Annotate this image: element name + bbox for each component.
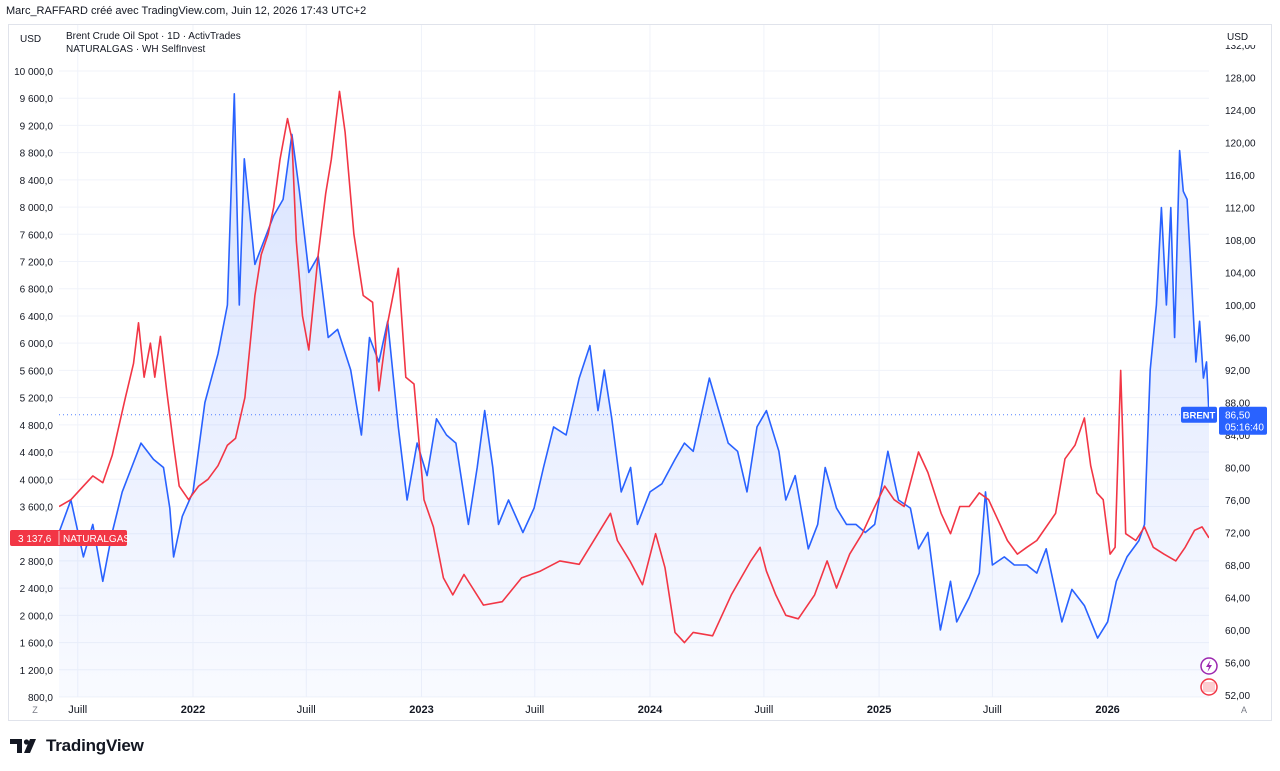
left-axis-tick: 6 000,0 bbox=[20, 339, 54, 350]
left-axis-tick: 9 200,0 bbox=[20, 121, 54, 132]
brent-last-value: 86,50 bbox=[1225, 411, 1250, 422]
right-axis-currency: USD bbox=[1227, 32, 1248, 43]
left-axis-tick: 3 600,0 bbox=[20, 502, 54, 513]
right-axis-tick: 56,00 bbox=[1225, 659, 1250, 670]
brent-name-tag bbox=[1181, 406, 1217, 423]
brent-price-tag bbox=[1219, 406, 1267, 435]
right-axis-tick: 64,00 bbox=[1225, 594, 1250, 605]
x-axis-tick: Juill bbox=[525, 704, 544, 716]
right-axis-tick: 104,00 bbox=[1225, 269, 1256, 280]
x-axis-tick: Juill bbox=[68, 704, 87, 716]
left-axis-tick: 1 600,0 bbox=[20, 639, 54, 650]
legend-naturalgas[interactable]: NATURALGAS · WH SelfInvest bbox=[66, 44, 206, 55]
left-axis-tick: 9 600,0 bbox=[20, 94, 54, 105]
right-axis-tick: 52,00 bbox=[1225, 691, 1250, 702]
right-axis-currency-bg bbox=[1219, 27, 1259, 45]
brent-area-fill bbox=[59, 93, 1209, 697]
us-flag-icon-stripes bbox=[1203, 682, 1215, 692]
brent-name-label: BRENT bbox=[1183, 411, 1216, 422]
x-axis-tick: 2022 bbox=[181, 704, 205, 716]
brent-line[interactable] bbox=[59, 93, 1209, 639]
naturalgas-line[interactable] bbox=[59, 90, 1209, 644]
left-axis-tick: 8 000,0 bbox=[20, 203, 54, 214]
right-axis-tick: 68,00 bbox=[1225, 561, 1250, 572]
left-axis-tick: 6 800,0 bbox=[20, 285, 54, 296]
left-axis-tick: 8 400,0 bbox=[20, 176, 54, 187]
left-axis-tick: 7 200,0 bbox=[20, 258, 54, 269]
right-axis-tick: 100,00 bbox=[1225, 301, 1256, 312]
naturalgas-name-label: NATURALGAS bbox=[63, 534, 130, 545]
x-axis-tick: Juill bbox=[297, 704, 316, 716]
tradingview-logo[interactable]: TradingView bbox=[10, 736, 144, 756]
right-axis-tick: 80,00 bbox=[1225, 464, 1250, 475]
left-axis-tick: 5 200,0 bbox=[20, 394, 54, 405]
left-axis-tick: 4 400,0 bbox=[20, 448, 54, 459]
brent-countdown: 05:16:40 bbox=[1225, 423, 1264, 434]
tradingview-brand: TradingView bbox=[46, 736, 144, 755]
tradingview-logo-icon bbox=[10, 739, 40, 753]
left-axis-tick: 5 600,0 bbox=[20, 366, 54, 377]
legend-brent[interactable]: Brent Crude Oil Spot · 1D · ActivTrades bbox=[66, 31, 241, 42]
x-axis-tick: Juill bbox=[983, 704, 1002, 716]
left-axis-tick: 4 000,0 bbox=[20, 475, 54, 486]
right-axis-tick: 88,00 bbox=[1225, 399, 1250, 410]
x-axis-tick: 2025 bbox=[867, 704, 891, 716]
right-axis-tick: 76,00 bbox=[1225, 496, 1250, 507]
x-axis-tick: 2023 bbox=[409, 704, 433, 716]
left-axis-currency: USD bbox=[20, 34, 41, 45]
left-axis-tick: 8 800,0 bbox=[20, 149, 54, 160]
x-axis-tick: Juill bbox=[754, 704, 773, 716]
right-axis-tick: 120,00 bbox=[1225, 139, 1256, 150]
right-axis-tick: 72,00 bbox=[1225, 529, 1250, 540]
right-axis-tick: 128,00 bbox=[1225, 74, 1256, 85]
right-axis-tick: 112,00 bbox=[1225, 204, 1255, 215]
auto-scale-badge[interactable]: A bbox=[1241, 705, 1247, 715]
right-axis-tick: 116,00 bbox=[1225, 171, 1255, 182]
left-axis-tick: 800,0 bbox=[28, 693, 53, 704]
price-chart[interactable]: 800,0 1 200,0 1 600,0 2 000,0 2 400,0 2 800,0… bbox=[9, 25, 1271, 720]
x-axis-tick: 2026 bbox=[1095, 704, 1119, 716]
us-flag-icon[interactable] bbox=[1200, 678, 1218, 696]
right-axis-tick: 132,00 bbox=[1225, 41, 1256, 52]
right-axis-tick: 84,00 bbox=[1225, 431, 1250, 442]
x-axis-tick: 2024 bbox=[638, 704, 663, 716]
left-axis-tick: 6 400,0 bbox=[20, 312, 54, 323]
naturalgas-price-tag bbox=[10, 529, 127, 546]
right-axis-tick: 60,00 bbox=[1225, 626, 1250, 637]
left-axis-tick: 1 200,0 bbox=[20, 666, 54, 677]
right-axis-tick: 92,00 bbox=[1225, 366, 1250, 377]
naturalgas-last-value: 3 137,6 bbox=[18, 534, 52, 545]
left-axis-tick: 10 000,0 bbox=[14, 67, 53, 78]
plot-area[interactable] bbox=[59, 90, 1209, 697]
lightning-icon-glyph bbox=[1206, 660, 1212, 672]
left-axis-tick: 4 800,0 bbox=[20, 421, 54, 432]
left-axis-tick: 2 000,0 bbox=[20, 611, 54, 622]
chart-container[interactable]: 800,0 1 200,0 1 600,0 2 000,0 2 400,0 2 800,0… bbox=[8, 24, 1272, 721]
left-axis-tick: 2 800,0 bbox=[20, 557, 54, 568]
right-axis-tick: 108,00 bbox=[1225, 236, 1256, 247]
right-axis-tick: 96,00 bbox=[1225, 334, 1250, 345]
left-axis-tick: 2 400,0 bbox=[20, 584, 54, 595]
left-axis-tick: 7 600,0 bbox=[20, 230, 54, 241]
timezone-badge[interactable]: Z bbox=[32, 705, 38, 715]
chart-credit: Marc_RAFFARD créé avec TradingView.com, … bbox=[6, 5, 367, 17]
right-axis-tick: 124,00 bbox=[1225, 106, 1256, 117]
